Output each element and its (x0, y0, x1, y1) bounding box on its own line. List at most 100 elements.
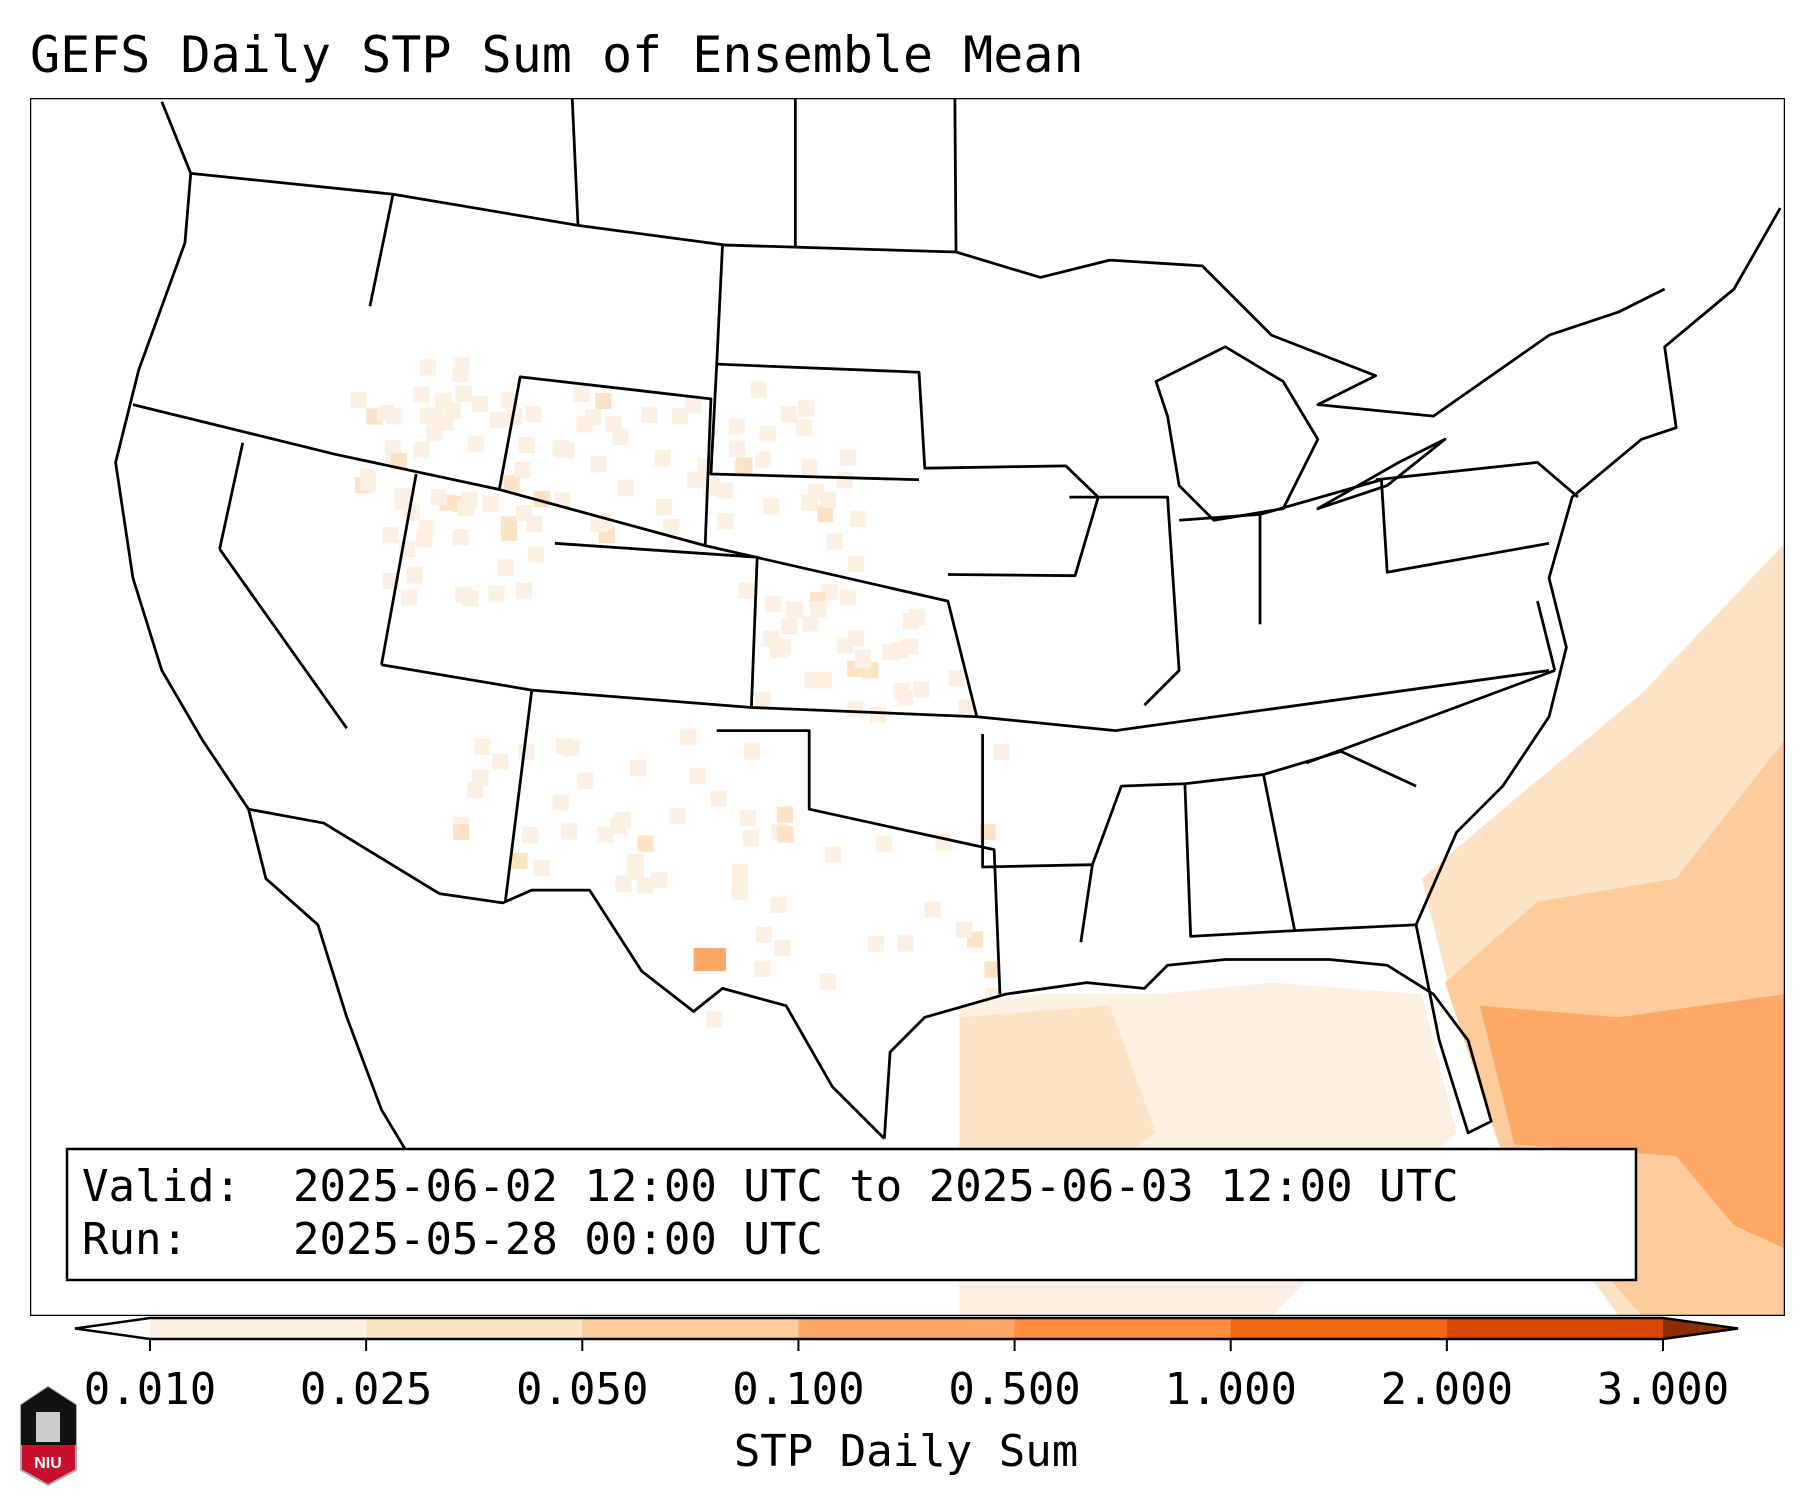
stp-cell (836, 471, 853, 489)
stp-cell (610, 817, 627, 834)
stp-cell (817, 505, 834, 523)
run-value: 2025-05-28 00:00 UTC (293, 1214, 823, 1265)
logo-text: NIU (34, 1455, 62, 1472)
colorbar-tick-label: 0.050 (516, 1364, 648, 1415)
stp-cell (826, 533, 843, 550)
stp-cell (770, 896, 787, 913)
colorbar-tick-label: 0.100 (732, 1364, 864, 1415)
stp-cell (764, 595, 782, 613)
stp-cell (956, 921, 973, 938)
colorbar-segment (1230, 1318, 1448, 1339)
stp-cell (518, 744, 535, 761)
stp-cell (590, 515, 607, 533)
stp-cell (522, 827, 539, 844)
colorbar-tick-label: 0.010 (84, 1364, 216, 1415)
stp-cell (595, 392, 612, 410)
stp-cell (488, 586, 505, 603)
stp-cell (669, 808, 686, 825)
stp-cell (717, 513, 734, 530)
stp-cell (506, 408, 523, 425)
stp-cell (731, 877, 749, 894)
stp-cell (839, 589, 856, 606)
stp-cell (908, 608, 926, 626)
stp-cell (993, 743, 1010, 760)
colorbar-extend-low (75, 1318, 150, 1339)
stp-cell (444, 402, 461, 419)
stp-cell (958, 699, 975, 716)
stp-cell (515, 582, 533, 600)
mexico-border (248, 807, 886, 1140)
colorbar-segment (582, 1318, 799, 1339)
stp-cell (460, 492, 477, 510)
stp-cell (763, 498, 780, 515)
stp-cell (774, 639, 792, 656)
stp-cell (810, 601, 827, 618)
stp-cell (511, 852, 528, 870)
stp-cell (742, 830, 759, 847)
stp-cell (868, 935, 885, 952)
info-box: Valid: 2025-06-02 12:00 UTC to 2025-06-0… (65, 1147, 1638, 1282)
stp-cell (492, 753, 509, 770)
stp-cell (739, 810, 756, 827)
stp-cell (710, 790, 727, 807)
stp-cell (556, 738, 573, 755)
stp-cell (693, 947, 726, 972)
stp-cell (413, 386, 430, 403)
stp-cell (518, 436, 535, 454)
stp-cell (637, 877, 654, 894)
stp-cell (948, 669, 966, 687)
stp-cell (656, 499, 673, 516)
stp-cell (455, 385, 472, 402)
stp-cell (452, 529, 469, 546)
stp-cell (552, 440, 569, 457)
stp-cell (533, 859, 550, 876)
map (30, 98, 1785, 1316)
colorbar-segment (366, 1318, 583, 1339)
stp-cell (467, 782, 484, 799)
stp-cell (627, 864, 644, 881)
stp-cell (597, 826, 614, 843)
stp-cell (377, 404, 394, 422)
stp-cell (755, 451, 772, 468)
stp-cell (774, 940, 791, 957)
stp-cell (573, 385, 590, 402)
stp-cell (750, 381, 767, 398)
stp-cell (418, 519, 435, 536)
colorbar-tick-label: 1.000 (1164, 1364, 1296, 1415)
stp-cell (629, 759, 647, 776)
stp-cell (482, 495, 499, 512)
stp-cell (848, 630, 865, 647)
niu-logo: NIU (20, 1385, 77, 1487)
interior-borders (132, 98, 1579, 995)
colorbar-extend-high (1663, 1318, 1738, 1339)
stp-cell (854, 652, 871, 669)
stp-cell (687, 471, 704, 488)
stp-cell (472, 769, 489, 786)
colorbar-tick-label: 0.500 (948, 1364, 1080, 1415)
gulf-coastline (882, 207, 1782, 1139)
stp-cell (615, 875, 632, 892)
stp-cell (786, 601, 803, 618)
stp-cell (870, 706, 887, 723)
stp-cell (776, 806, 794, 823)
stp-cell (689, 768, 706, 785)
stp-cell (515, 505, 533, 522)
stp-cell (875, 835, 892, 852)
stp-cell (680, 728, 697, 745)
stp-cell (847, 555, 865, 572)
stp-cell (359, 475, 376, 492)
colorbar-tick-label: 3.000 (1597, 1364, 1729, 1415)
stp-cell (394, 493, 412, 510)
stp-cell (736, 457, 753, 474)
stp-cell (797, 400, 815, 417)
stp-cell (777, 826, 794, 843)
stp-cell (501, 391, 518, 409)
stp-cell (801, 458, 818, 475)
stp-cell (503, 475, 520, 492)
stp-cell (514, 462, 531, 479)
stp-cell (671, 408, 688, 425)
colorbar-segment (1014, 1318, 1232, 1339)
stp-cell (474, 738, 491, 756)
stp-cell (804, 672, 821, 689)
stp-cell (452, 365, 469, 382)
